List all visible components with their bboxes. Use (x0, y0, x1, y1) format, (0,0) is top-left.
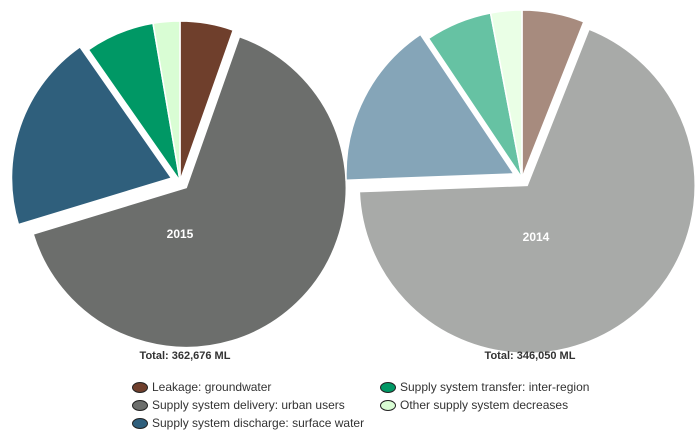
pie-chart-2014 (345, 9, 696, 355)
total-label-2014: Total: 346,050 ML (485, 350, 576, 362)
legend-swatch-icon (132, 399, 148, 411)
legend-item-urban-users: Supply system delivery: urban users (132, 396, 345, 414)
legend-label: Supply system transfer: inter-region (400, 380, 590, 394)
pie-slice-supply-system-discharge-surface-water-2014 (345, 33, 516, 182)
pie-chart-2015 (10, 20, 347, 349)
legend-label: Leakage: groundwater (152, 380, 272, 394)
pie-center-label-2014: 2014 (523, 230, 550, 244)
legend-swatch-icon (380, 381, 396, 393)
legend-item-leakage-groundwater: Leakage: groundwater (132, 378, 271, 396)
legend-label: Supply system discharge: surface water (152, 416, 365, 430)
legend-label: Supply system delivery: urban users (152, 398, 345, 412)
legend-item-inter-region: Supply system transfer: inter-region (380, 378, 589, 396)
pie-slice-supply-system-discharge-surface-water-2015 (10, 45, 173, 226)
total-label-2015: Total: 362,676 ML (140, 350, 231, 362)
pie-slice-other-supply-system-decreases-2015 (152, 20, 181, 182)
pie-slice-supply-system-delivery-urban-users-2015 (32, 35, 347, 349)
pie-slice-supply-system-delivery-urban-users-2014 (358, 28, 696, 355)
pie-center-label-2015: 2015 (167, 227, 194, 241)
legend-item-surface-water: Supply system discharge: surface water (132, 414, 364, 432)
legend-item-other-decreases: Other supply system decreases (380, 396, 568, 414)
legend-swatch-icon (132, 381, 148, 393)
legend-swatch-icon (132, 417, 148, 429)
legend-swatch-icon (380, 399, 396, 411)
legend-label: Other supply system decreases (400, 398, 569, 412)
legend: Leakage: groundwater Supply system deliv… (132, 378, 652, 434)
pie-slice-other-supply-system-decreases-2014 (489, 9, 523, 179)
